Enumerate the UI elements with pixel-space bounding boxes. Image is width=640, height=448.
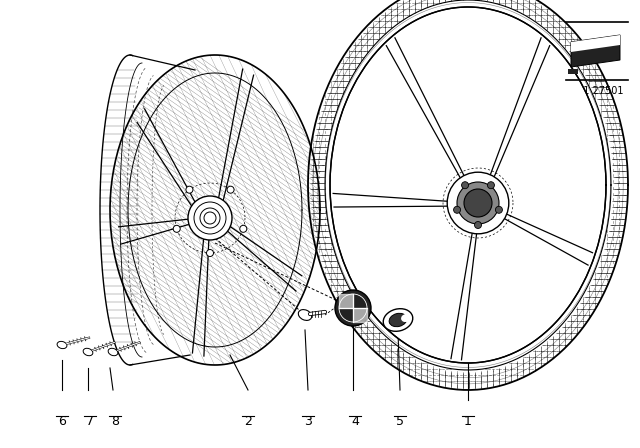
Text: 2: 2 (244, 415, 252, 428)
Ellipse shape (108, 348, 118, 356)
Ellipse shape (207, 250, 214, 257)
Ellipse shape (389, 313, 407, 327)
Ellipse shape (330, 7, 606, 363)
Text: 8: 8 (111, 415, 119, 428)
Text: 1: 1 (464, 415, 472, 428)
Polygon shape (571, 35, 620, 52)
Ellipse shape (383, 309, 413, 332)
Ellipse shape (457, 182, 499, 224)
Ellipse shape (227, 186, 234, 193)
Ellipse shape (461, 182, 468, 189)
Ellipse shape (298, 310, 312, 320)
Ellipse shape (83, 348, 93, 356)
Text: 6: 6 (58, 415, 66, 428)
Polygon shape (571, 35, 620, 67)
Ellipse shape (57, 341, 67, 349)
Text: 7: 7 (86, 415, 94, 428)
Text: 3: 3 (304, 415, 312, 428)
Ellipse shape (464, 189, 492, 217)
Ellipse shape (188, 196, 232, 240)
Text: 001 27501: 001 27501 (571, 86, 623, 96)
Ellipse shape (401, 314, 411, 322)
Text: 5: 5 (396, 415, 404, 428)
Ellipse shape (447, 172, 509, 234)
Ellipse shape (186, 186, 193, 193)
Ellipse shape (240, 225, 247, 233)
Ellipse shape (474, 221, 481, 228)
Ellipse shape (488, 182, 495, 189)
Polygon shape (568, 69, 578, 74)
Ellipse shape (335, 290, 371, 326)
Ellipse shape (173, 225, 180, 233)
Ellipse shape (454, 206, 461, 213)
Ellipse shape (495, 206, 502, 213)
Text: 4: 4 (351, 415, 359, 428)
